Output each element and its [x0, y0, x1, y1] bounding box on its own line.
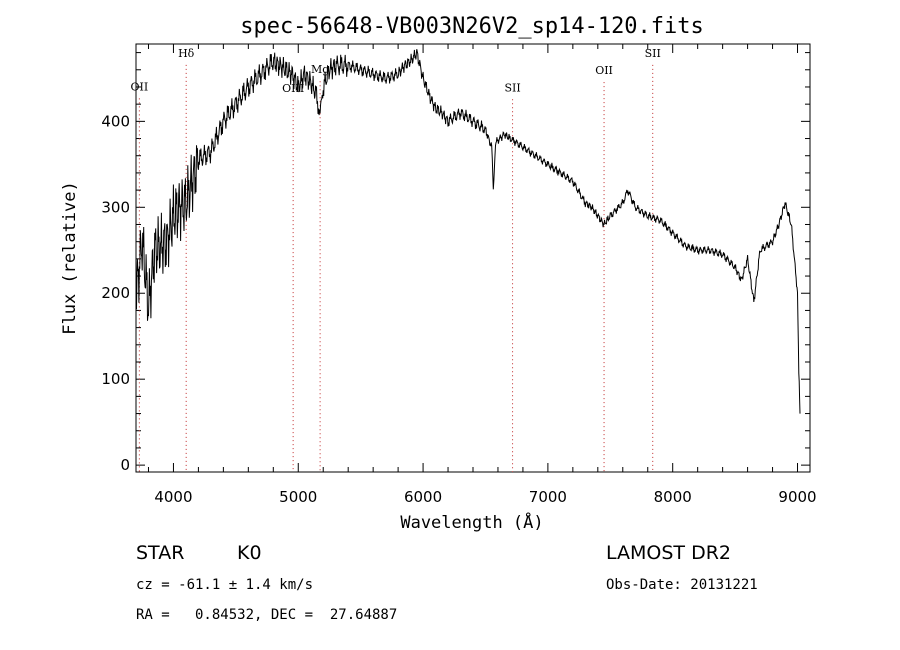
emission-line-label: SII	[645, 47, 661, 60]
y-tick-label: 0	[120, 456, 130, 474]
redshift-readout: cz = -61.1 ± 1.4 km/s	[136, 577, 313, 593]
y-tick-label: 400	[101, 112, 130, 130]
y-tick-label: 100	[101, 370, 130, 388]
coordinates-readout: RA = 0.84532, DEC = 27.64887	[136, 607, 397, 623]
x-tick-label: 9000	[778, 488, 816, 506]
emission-line-label: Mg	[311, 63, 329, 76]
x-tick-label: 5000	[279, 488, 317, 506]
x-tick-label: 8000	[654, 488, 692, 506]
emission-line-label: OIII	[282, 82, 304, 95]
emission-line-label: SII	[504, 81, 520, 94]
emission-line-markers: OII Hδ OIII Mg SII OII SII	[131, 47, 661, 472]
survey-name: LAMOST DR2	[606, 542, 731, 564]
y-axis-label: Flux (relative)	[60, 181, 80, 335]
spectrum-series-line	[135, 49, 801, 414]
x-axis-label: Wavelength (Å)	[400, 511, 543, 533]
y-tick-label: 300	[101, 198, 130, 216]
object-class: STAR	[136, 542, 184, 564]
obs-date: Obs-Date: 20131221	[606, 577, 758, 593]
emission-line-label: OII	[131, 80, 149, 93]
x-tick-label: 7000	[529, 488, 567, 506]
emission-line-label: Hδ	[178, 47, 195, 60]
chart-title: spec-56648-VB003N26V2_sp14-120.fits	[240, 14, 704, 39]
x-tick-label: 4000	[154, 488, 192, 506]
emission-line-label: OII	[595, 64, 613, 77]
object-subclass: K0	[237, 542, 262, 564]
y-tick-label: 200	[101, 284, 130, 302]
x-tick-label: 6000	[404, 488, 442, 506]
axis-ticks: 4000 5000 6000 7000 8000 9000 0 100 200 300 400	[101, 44, 817, 506]
